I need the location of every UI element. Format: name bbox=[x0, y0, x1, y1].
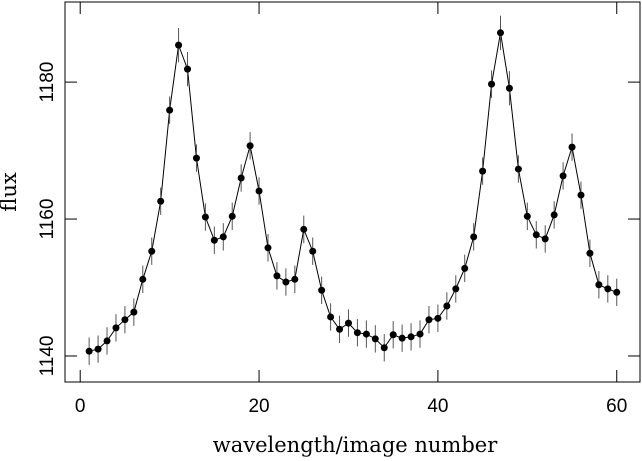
data-point bbox=[505, 84, 513, 92]
y-axis-label: flux bbox=[0, 172, 21, 212]
x-tick-label: 0 bbox=[75, 396, 86, 417]
data-point bbox=[434, 314, 442, 322]
data-point bbox=[389, 331, 397, 339]
data-point bbox=[273, 272, 281, 280]
data-line bbox=[89, 32, 617, 352]
x-axis-label: wavelength/image number bbox=[213, 433, 498, 457]
data-point bbox=[604, 285, 612, 293]
data-point bbox=[461, 264, 469, 272]
data-point bbox=[112, 324, 120, 332]
data-point bbox=[532, 231, 540, 239]
data-point bbox=[228, 212, 236, 220]
data-point bbox=[568, 143, 576, 151]
data-point bbox=[139, 275, 147, 283]
data-point bbox=[103, 337, 111, 345]
data-point bbox=[85, 347, 93, 355]
data-point bbox=[550, 211, 558, 219]
data-point bbox=[300, 225, 308, 233]
data-point bbox=[362, 330, 370, 338]
data-point bbox=[425, 316, 433, 324]
y-tick-label: 1160 bbox=[37, 199, 58, 240]
data-point bbox=[175, 41, 183, 49]
data-point bbox=[541, 235, 549, 243]
data-point bbox=[416, 330, 424, 338]
data-point bbox=[595, 281, 603, 289]
data-point bbox=[353, 329, 361, 337]
data-point bbox=[344, 319, 352, 327]
data-point bbox=[336, 325, 344, 333]
data-point bbox=[121, 316, 129, 324]
data-point bbox=[264, 244, 272, 252]
data-point bbox=[210, 236, 218, 244]
data-point bbox=[246, 142, 254, 150]
data-point bbox=[559, 172, 567, 180]
data-point bbox=[157, 197, 165, 205]
data-point bbox=[318, 286, 326, 294]
data-point bbox=[371, 335, 379, 343]
data-point bbox=[219, 233, 227, 241]
data-point bbox=[613, 288, 621, 296]
data-point bbox=[291, 275, 299, 283]
data-point bbox=[577, 191, 585, 199]
data-point bbox=[523, 212, 531, 220]
data-point bbox=[166, 106, 174, 114]
data-point bbox=[201, 213, 209, 221]
y-tick-label: 1140 bbox=[37, 336, 58, 377]
data-point bbox=[282, 278, 290, 286]
data-point bbox=[586, 249, 594, 257]
data-point bbox=[479, 167, 487, 175]
data-point bbox=[470, 233, 478, 241]
data-point bbox=[237, 174, 245, 182]
data-point bbox=[309, 247, 317, 255]
data-point bbox=[407, 333, 415, 341]
data-point bbox=[94, 345, 102, 353]
data-point bbox=[184, 65, 192, 73]
data-point bbox=[398, 334, 406, 342]
data-point bbox=[192, 154, 200, 162]
x-tick-label: 60 bbox=[606, 396, 627, 417]
data-point bbox=[255, 187, 263, 195]
data-point bbox=[148, 247, 156, 255]
data-point bbox=[443, 302, 451, 310]
y-tick-label: 1180 bbox=[37, 62, 58, 103]
x-tick-label: 40 bbox=[427, 396, 448, 417]
data-point bbox=[327, 313, 335, 321]
data-point bbox=[452, 285, 460, 293]
x-tick-label: 20 bbox=[248, 396, 269, 417]
data-point bbox=[514, 165, 522, 173]
data-point bbox=[488, 80, 496, 88]
data-point bbox=[130, 308, 138, 316]
plot-frame bbox=[64, 1, 641, 383]
data-point bbox=[380, 344, 388, 352]
data-point bbox=[496, 29, 504, 37]
